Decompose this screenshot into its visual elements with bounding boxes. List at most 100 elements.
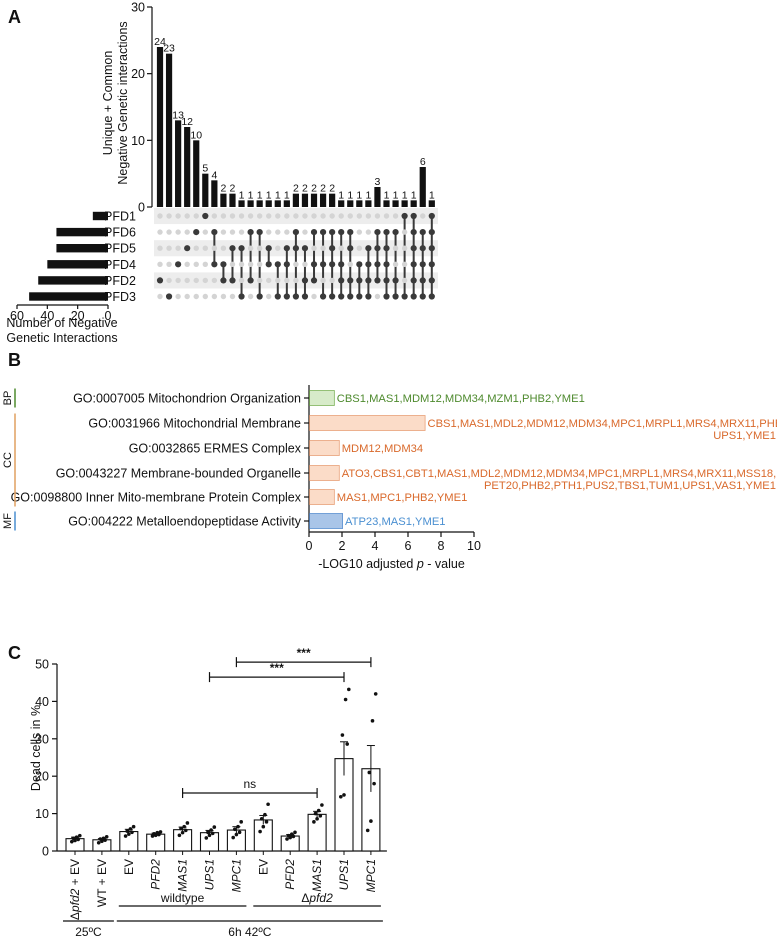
matrix-dot-active <box>310 277 318 284</box>
intersection-bar <box>392 200 399 207</box>
matrix-dot-inactive <box>211 213 218 219</box>
matrix-dot-active <box>419 293 426 300</box>
dead-cells-data-point <box>367 770 372 775</box>
matrix-dot-active <box>428 212 435 220</box>
matrix-dot-inactive <box>392 245 399 251</box>
dead-cells-data-point <box>101 836 106 841</box>
intersection-bar <box>401 200 408 207</box>
go-enrichment-bar <box>309 390 335 406</box>
dead-cells-data-point <box>104 834 109 839</box>
intersection-bar-value-label: 2 <box>293 183 299 195</box>
matrix-dot-inactive <box>175 213 181 219</box>
matrix-dot-inactive <box>211 293 218 300</box>
matrix-dot-active <box>292 229 299 236</box>
matrix-dot-active <box>365 277 372 284</box>
matrix-dot-active <box>338 229 345 236</box>
go-group-label: BP <box>2 391 14 406</box>
matrix-dot-inactive <box>401 245 408 251</box>
set-size-bar <box>56 244 108 253</box>
dead-cells-y-tick-label: 40 <box>35 695 49 709</box>
matrix-dot-inactive <box>311 245 317 251</box>
matrix-dot-active <box>410 277 417 284</box>
dead-cells-x-tick-label-part: UPS1 <box>337 859 351 890</box>
matrix-dot-active <box>428 277 435 284</box>
go-gene-list: CBS1,MAS1,MDL2,MDM12,MDM34,MPC1,MRPL1,MR… <box>428 418 777 430</box>
dead-cells-data-point <box>184 828 188 833</box>
matrix-dot-inactive <box>247 261 254 267</box>
matrix-dot-inactive <box>401 229 408 235</box>
dead-cells-data-point <box>342 793 346 797</box>
dead-cells-data-point <box>258 829 262 834</box>
matrix-dot-active <box>319 293 327 300</box>
dead-cells-x-tick-label-part: pfd2 <box>68 888 82 913</box>
intersection-bar-value-label: 1 <box>384 189 390 201</box>
matrix-dot-inactive <box>166 277 172 284</box>
matrix-dot-active <box>419 229 426 236</box>
intersection-bar-value-label: 3 <box>375 176 381 188</box>
matrix-dot-inactive <box>302 261 308 267</box>
dead-cells-data-point <box>128 827 133 831</box>
dead-cells-y-tick-label: 50 <box>35 658 49 672</box>
go-gene-list: MAS1,MPC1,PHB2,YME1 <box>337 492 468 504</box>
matrix-dot-inactive <box>166 229 172 235</box>
dead-cells-data-point <box>264 820 269 824</box>
matrix-dot-inactive <box>184 261 190 267</box>
intersection-bar <box>211 180 218 207</box>
matrix-dot-active <box>329 245 336 252</box>
dead-cells-data-point <box>370 719 375 723</box>
go-enrichment-bar <box>309 489 335 505</box>
intersection-bar-value-label: 1 <box>284 189 290 201</box>
upset-set-size-bars: Number of Negative Genetic Interactions … <box>6 211 118 345</box>
dead-cells-data-point <box>369 819 373 823</box>
matrix-dot-active <box>283 245 290 252</box>
matrix-dot-active <box>229 277 236 284</box>
go-x-axis-label-part: -LOG10 adjusted <box>318 557 417 571</box>
dead-cells-data-point <box>206 830 210 835</box>
matrix-dot-inactive <box>275 213 281 219</box>
dead-cells-data-point <box>312 820 316 824</box>
set-label: PFD1 <box>104 210 136 224</box>
go-x-axis-label-part: p <box>416 557 424 571</box>
dead-cells-x-tick-label-part: + EV <box>68 859 82 889</box>
dead-cells-x-tick-label: MAS1 <box>310 859 324 892</box>
intersection-bar <box>374 187 381 207</box>
dead-cells-x-tick-label-part: PFD2 <box>149 859 163 890</box>
panel-b-letter: B <box>8 350 21 370</box>
matrix-dot-inactive <box>193 277 199 284</box>
matrix-dot-active <box>365 293 372 300</box>
intersection-bar-value-label: 1 <box>365 189 371 201</box>
go-x-axis-label-part: - value <box>424 557 465 571</box>
matrix-dot-active <box>383 229 390 236</box>
matrix-dot-inactive <box>211 245 218 251</box>
matrix-dot-inactive <box>238 213 245 219</box>
matrix-dot-active <box>265 261 272 268</box>
intersection-bar <box>319 193 327 207</box>
matrix-dot-active <box>292 245 299 252</box>
matrix-dot-inactive <box>211 277 218 284</box>
intersection-bar <box>338 200 345 207</box>
dead-cells-data-point <box>233 827 237 832</box>
upset-y-axis: Unique + Common Negative Genetic interac… <box>101 1 153 215</box>
dead-cells-data-point <box>231 835 235 840</box>
matrix-dot-inactive <box>193 261 199 267</box>
go-enrichment-bar <box>309 440 340 456</box>
dead-cells-data-point <box>182 824 186 829</box>
matrix-dot-inactive <box>329 213 335 219</box>
matrix-dot-inactive <box>157 261 163 267</box>
set-label: PFD4 <box>104 258 136 272</box>
intersection-bar-value-label: 1 <box>239 189 245 201</box>
matrix-dot-active <box>283 261 290 268</box>
intersection-bar-value-label: 5 <box>202 163 208 175</box>
intersection-bar <box>202 173 209 207</box>
dead-cells-x-tick-label: UPS1 <box>337 859 351 890</box>
dead-cells-x-tick-label-part: UPS1 <box>203 859 217 890</box>
intersection-bar <box>356 200 363 207</box>
matrix-dot-inactive <box>184 293 190 300</box>
matrix-dot-inactive <box>220 245 227 251</box>
go-enrichment-plot: 0 2 4 6 8 10-LOG10 adjusted p - valueGO:00070… <box>2 385 777 571</box>
matrix-dot-inactive <box>220 229 227 235</box>
matrix-dot-inactive <box>275 245 281 251</box>
dead-cells-x-tick-label-part: PFD2 <box>283 859 297 890</box>
matrix-dot-inactive <box>175 293 181 300</box>
intersection-bar <box>292 193 299 207</box>
